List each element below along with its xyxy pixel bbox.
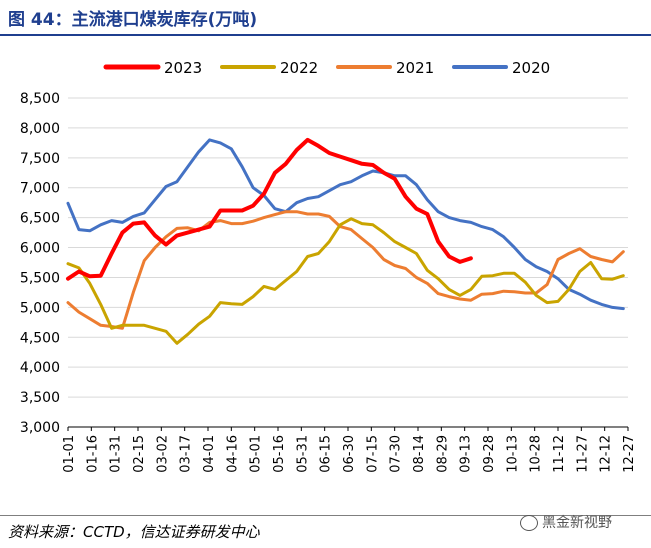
x-tick-label: 05-31: [295, 435, 310, 473]
x-axis-ticks: 01-01 01-16 01-31 02-15 03-02 03-17 04-01 04-16…: [62, 427, 637, 473]
figure-title: 图 44：主流港口煤炭库存(万吨): [8, 10, 258, 30]
x-tick-label: 03-17: [179, 435, 194, 473]
y-tick-label: 5,500: [20, 270, 60, 286]
x-tick-label: 11-12: [552, 435, 567, 473]
legend-label-2023: 2023: [164, 59, 202, 77]
y-tick-label: 7,000: [20, 181, 60, 197]
x-tick-label: 01-31: [109, 435, 124, 473]
x-tick-label: 06-15: [319, 435, 334, 473]
chart-grid: [68, 97, 628, 428]
y-tick-label: 6,000: [20, 241, 60, 257]
x-tick-label: 03-02: [155, 435, 170, 473]
y-tick-label: 6,500: [20, 211, 60, 227]
series-line-2022: [66, 217, 625, 345]
x-tick-label: 11-27: [575, 435, 590, 473]
x-tick-label: 07-15: [365, 435, 380, 473]
footer-divider: [0, 515, 651, 516]
legend-label-2020: 2020: [512, 59, 550, 77]
x-tick-label: 06-30: [342, 435, 357, 473]
y-tick-label: 3,000: [20, 420, 60, 436]
x-tick-label: 09-13: [459, 435, 474, 473]
y-tick-label: 8,500: [20, 91, 60, 107]
chart-legend: 2023 2022 2021 2020: [103, 59, 550, 77]
x-tick-label: 08-29: [435, 435, 450, 473]
y-tick-label: 4,500: [20, 330, 60, 346]
y-tick-label: 8,000: [20, 121, 60, 137]
x-tick-label: 04-16: [225, 435, 240, 473]
watermark: 黑金新视野: [520, 512, 612, 532]
x-tick-label: 10-13: [505, 435, 520, 473]
x-tick-label: 12-12: [599, 435, 614, 473]
x-tick-label: 10-28: [529, 435, 544, 473]
x-tick-label: 01-01: [62, 435, 77, 473]
x-tick-label: 08-14: [412, 435, 427, 473]
x-tick-label: 07-30: [389, 435, 404, 473]
series-line-2020: [66, 138, 625, 311]
legend-label-2021: 2021: [396, 59, 434, 77]
y-axis-ticks: 3,000 3,500 4,000 4,500 5,000 5,500 6,000 6,500…: [20, 91, 60, 436]
x-tick-label: 05-16: [272, 435, 287, 473]
x-tick-label: 12-27: [622, 435, 637, 473]
source-note: 资料来源：CCTD，信达证券研发中心: [8, 523, 260, 541]
x-tick-label: 04-01: [202, 435, 217, 473]
y-tick-label: 3,500: [20, 390, 60, 406]
watermark-label: 黑金新视野: [542, 515, 612, 531]
title-underline: [0, 34, 651, 36]
series-line-2023: [66, 137, 473, 281]
chart-series: [66, 137, 625, 345]
x-tick-label: 01-16: [85, 435, 100, 473]
x-tick-label: 05-01: [249, 435, 264, 473]
y-tick-label: 4,000: [20, 360, 60, 376]
wechat-icon: [520, 515, 538, 531]
x-tick-label: 09-28: [482, 435, 497, 473]
x-tick-label: 02-15: [132, 435, 147, 473]
legend-label-2022: 2022: [280, 59, 318, 77]
y-tick-label: 7,500: [20, 151, 60, 167]
y-tick-label: 5,000: [20, 300, 60, 316]
